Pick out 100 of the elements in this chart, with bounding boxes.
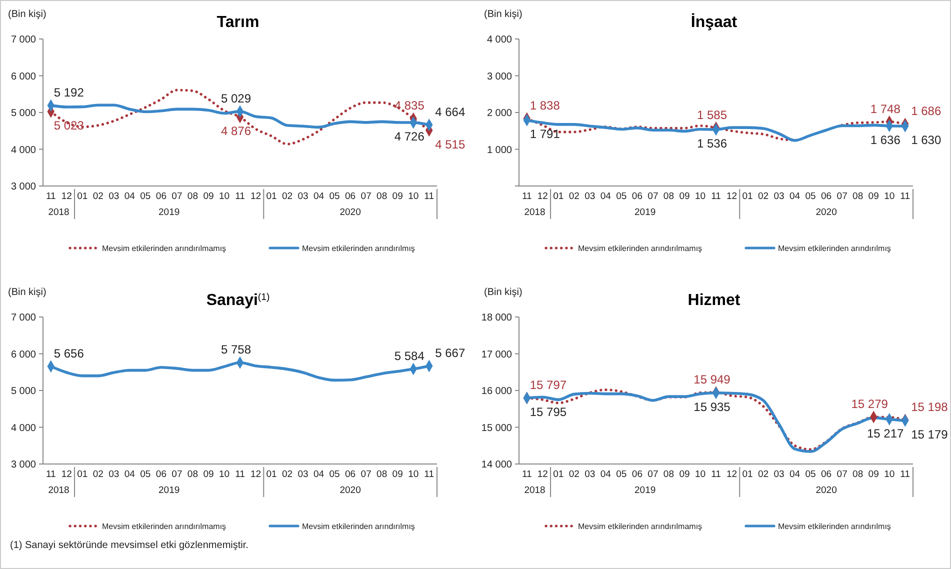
x-tick-label: 01: [553, 191, 564, 202]
x-tick-label: 11: [46, 191, 56, 202]
y-tick-label: 7 000: [10, 312, 36, 324]
data-label: 4 876: [220, 124, 252, 138]
x-tick-label: 10: [694, 191, 706, 202]
data-label: 1 791: [530, 127, 560, 142]
x-tick-label: 11: [900, 191, 910, 202]
x-tick-label: 01: [266, 469, 277, 480]
y-tick-label: 16 000: [481, 386, 512, 397]
x-tick-label: 03: [774, 191, 784, 202]
data-label: 5 667: [435, 346, 466, 360]
x-tick-label: 02: [282, 469, 293, 480]
x-tick-label: 07: [360, 469, 372, 480]
x-tick-label: 06: [345, 469, 356, 480]
x-tick-label: 07: [360, 191, 372, 202]
x-tick-label: 06: [632, 191, 642, 202]
x-tick-label: 04: [790, 469, 800, 480]
x-tick-label: 07: [836, 191, 848, 202]
x-tick-label: 04: [314, 469, 324, 480]
x-tick-label: 11: [46, 469, 56, 480]
x-tick-label: 04: [314, 191, 324, 202]
x-tick-label: 05: [329, 469, 340, 480]
x-tick-label: 07: [172, 191, 182, 202]
x-tick-label: 09: [203, 469, 214, 480]
text: 2020: [340, 485, 361, 496]
x-tick-label: 05: [140, 191, 151, 202]
chart-title: Hizmet: [688, 292, 741, 309]
data-label: 4 726: [394, 130, 425, 144]
x-tick-label: 01: [77, 191, 88, 202]
x-tick-label: 07: [836, 469, 848, 480]
text: 2020: [816, 207, 837, 218]
x-tick-label: 09: [868, 191, 879, 202]
x-tick-label: 02: [568, 191, 580, 202]
y-axis-title: (Bin kişi): [8, 9, 46, 20]
x-tick-label: 06: [156, 191, 166, 202]
legend-label: Mevsim etkilerinden arındırılmamış: [102, 244, 226, 253]
x-tick-label: 01: [266, 191, 277, 202]
x-tick-label: 05: [805, 191, 816, 202]
text: 2018: [524, 485, 546, 496]
text: 2019: [158, 485, 180, 496]
y-tick-label: 3 000: [486, 71, 512, 82]
y-tick-label: 5 000: [10, 108, 36, 119]
x-tick-label: 11: [424, 469, 434, 480]
y-tick-label: 14 000: [481, 460, 512, 470]
x-tick-label: 12: [250, 469, 262, 480]
y-tick-label: 17 000: [481, 349, 512, 360]
x-tick-label: 04: [124, 191, 135, 202]
x-tick-label: 07: [172, 469, 182, 480]
x-tick-label: 01: [742, 191, 753, 202]
data-label: 4 664: [435, 104, 466, 119]
text: 2019: [634, 207, 656, 218]
data-label: 5 029: [220, 91, 252, 106]
x-tick-label: 06: [821, 469, 832, 480]
x-tick-label: 02: [92, 191, 104, 202]
x-tick-label: 05: [329, 191, 340, 202]
x-tick-label: 10: [408, 191, 419, 202]
x-tick-label: 12: [250, 191, 262, 202]
y-tick-label: 6 000: [10, 71, 36, 82]
chart-title: Sanayi$^{(1)}$: [206, 292, 270, 309]
x-tick-label: 01: [77, 469, 88, 480]
x-tick-label: 05: [140, 469, 151, 480]
legend-label: Mevsim etkilerinden arındırılmamış: [578, 244, 702, 253]
x-tick-label: 11: [900, 469, 910, 480]
x-tick-label: 03: [298, 469, 308, 480]
data-label: 15 217: [867, 426, 904, 440]
x-tick-label: 04: [124, 469, 135, 480]
data-label: 4 515: [435, 137, 466, 152]
x-tick-label: 04: [600, 469, 611, 480]
x-tick-label: 10: [694, 469, 706, 480]
x-tick-label: 05: [616, 469, 627, 480]
x-tick-label: 10: [408, 469, 419, 480]
x-tick-label: 12: [61, 469, 72, 480]
data-label: 1 536: [696, 136, 728, 151]
x-tick-label: 02: [282, 191, 293, 202]
x-tick-label: 12: [537, 191, 548, 202]
x-tick-label: 06: [821, 191, 832, 202]
x-tick-label: 12: [726, 191, 738, 202]
data-label: 15 935: [694, 400, 731, 414]
x-tick-label: 06: [156, 469, 166, 480]
y-tick-label: 4 000: [486, 34, 512, 46]
x-tick-label: 12: [537, 469, 548, 480]
y-axis-title: (Bin kişi): [484, 287, 522, 298]
x-tick-label: 11: [235, 191, 245, 202]
data-label: 1 585: [696, 108, 728, 122]
x-tick-label: 09: [868, 469, 879, 480]
x-tick-label: 06: [345, 191, 356, 202]
x-tick-label: 05: [805, 469, 816, 480]
x-tick-label: 11: [711, 191, 721, 202]
y-tick-label: 18 000: [481, 312, 512, 324]
data-label: 15 279: [851, 396, 888, 411]
x-tick-label: 12: [726, 469, 738, 480]
text: 2018: [524, 207, 546, 218]
y-axis-title: (Bin kişi): [8, 287, 46, 298]
text: 2020: [340, 207, 361, 218]
x-tick-label: 10: [884, 469, 895, 480]
data-label: 1 748: [870, 102, 901, 116]
data-label: 1 838: [530, 98, 560, 112]
legend-label: Mevsim etkilerinden arındırılmış: [302, 244, 415, 253]
data-label: 1 686: [911, 104, 942, 118]
text: (1) Sanayi sektöründe mevsimsel etki gözlenmemiştir.: [10, 540, 248, 551]
